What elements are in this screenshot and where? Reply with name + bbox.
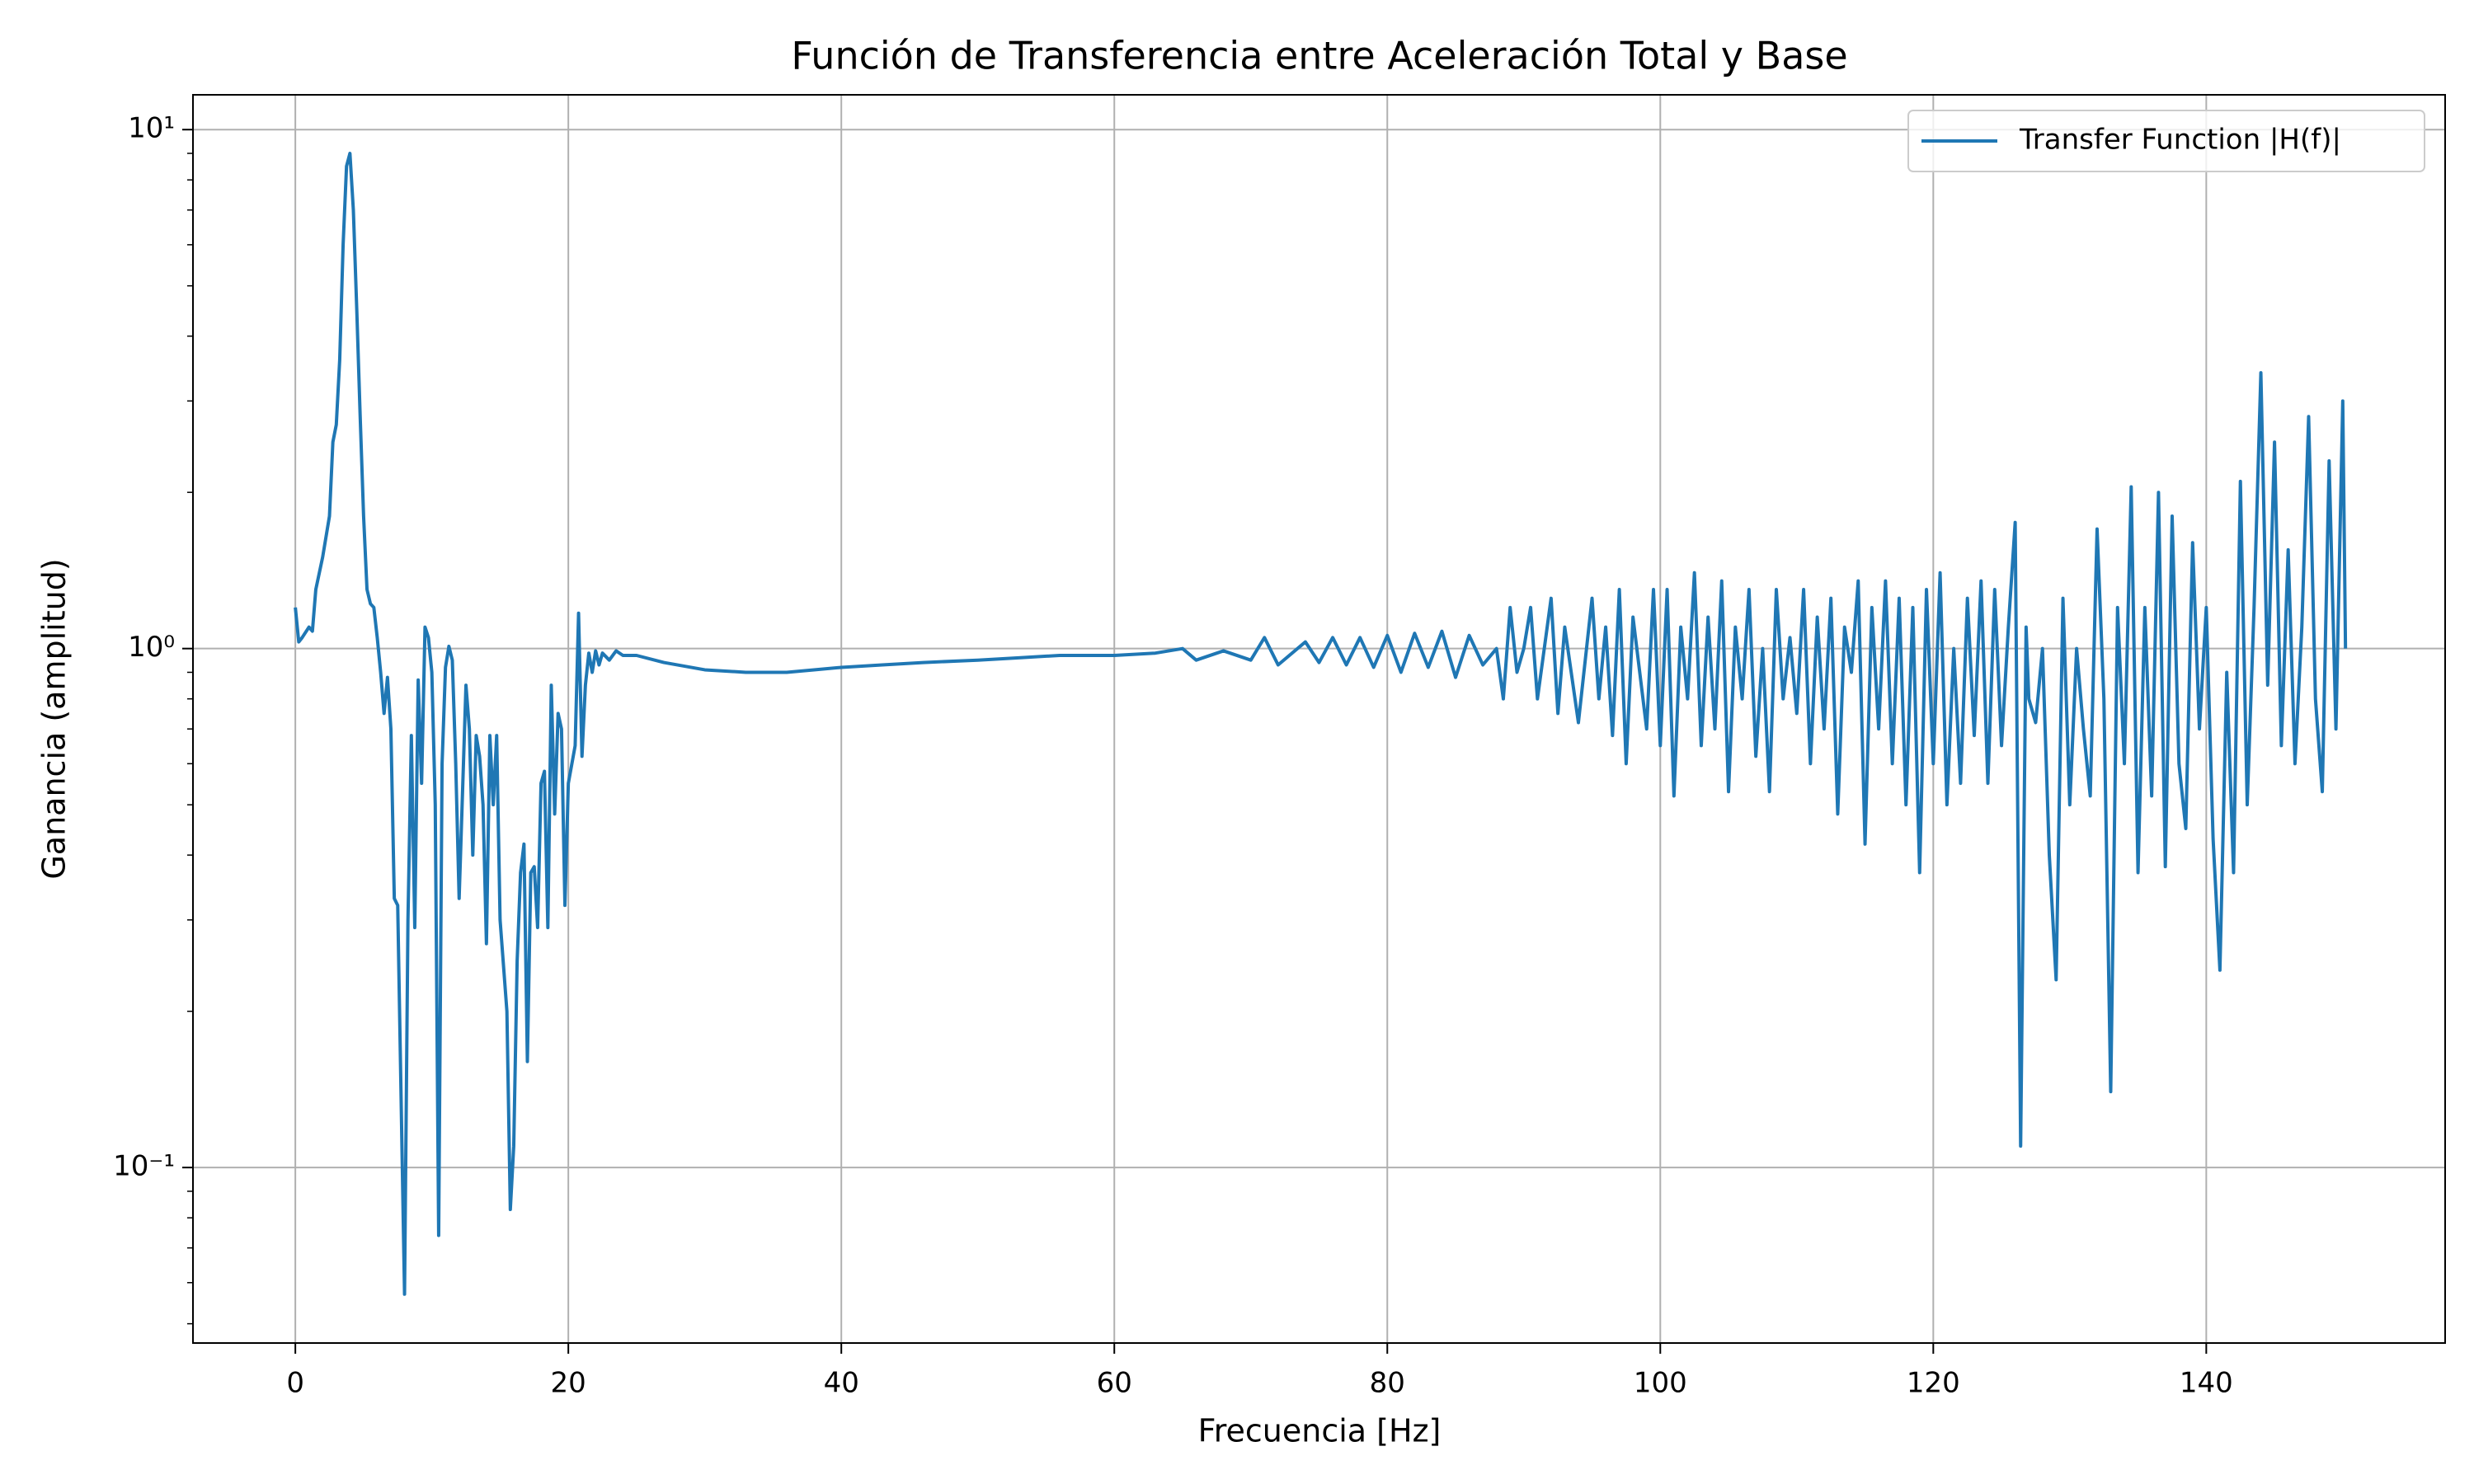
x-tick-label: 100 [1634, 1367, 1687, 1400]
data-line [294, 152, 2348, 1296]
x-tick-label: 0 [286, 1367, 304, 1400]
y-tick-label: 10⁰ [128, 631, 175, 664]
x-axis-label: Frecuencia [Hz] [1198, 1413, 1442, 1449]
y-axis-label: Ganancia (amplitud) [36, 558, 73, 879]
x-tick-label: 80 [1370, 1367, 1405, 1400]
plot-frame [192, 94, 2446, 1344]
legend-box [1907, 110, 2425, 172]
y-tick-label: 10⁻¹ [113, 1150, 175, 1183]
x-tick-label: 120 [1907, 1367, 1960, 1400]
x-tick-label: 60 [1097, 1367, 1132, 1400]
chart-title: Función de Transferencia entre Aceleraci… [791, 34, 1847, 78]
x-tick-label: 20 [551, 1367, 586, 1400]
x-tick-label: 40 [824, 1367, 859, 1400]
y-tick-label: 10¹ [128, 112, 175, 145]
x-tick-label: 140 [2180, 1367, 2233, 1400]
legend-label: Transfer Function |H(f)| [2019, 124, 2341, 157]
